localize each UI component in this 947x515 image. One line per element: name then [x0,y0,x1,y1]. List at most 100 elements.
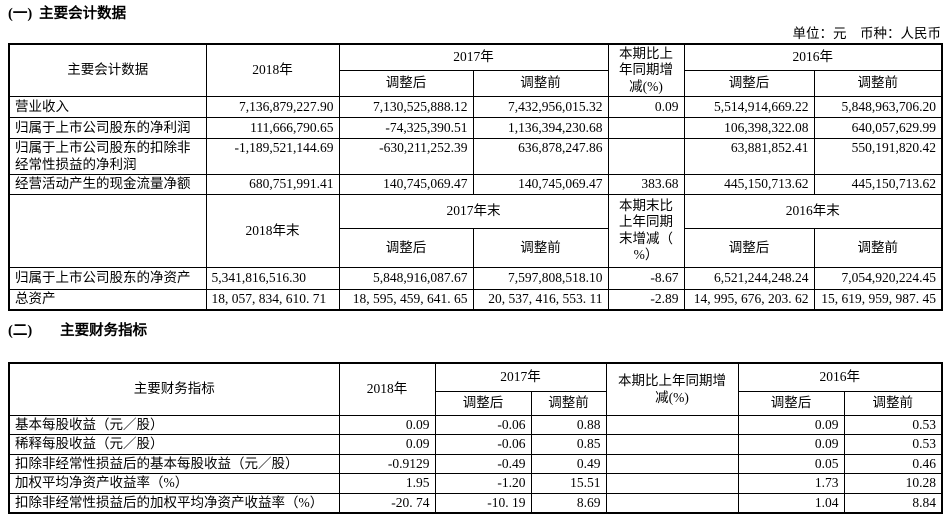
cell-2017-adjusted: -74,325,390.51 [338,117,474,140]
cell-2016-pre-adjust: 7,054,920,224.45 [813,266,943,290]
cell-2017-pre-adjust: 0.85 [530,434,607,455]
cell-2017-pre-adjust: 636,878,247.86 [472,138,609,176]
col-header-2018: 2018年 [205,43,340,98]
cell-2017-pre-adjust: 20, 537, 416, 553. 11 [472,288,609,311]
row-label: 归属于上市公司股东的净利润 [8,117,207,140]
row-label: 扣除非经常性损益后的加权平均净资产收益率（%） [8,492,340,514]
cell-2017-adjusted: -0.06 [434,434,532,455]
cell-2016-pre-adjust: 5,848,963,706.20 [813,96,943,119]
table-row: 扣除非经常性损益后的加权平均净资产收益率（%） -20. 74 -10. 19 … [8,492,943,514]
table-row: 经营活动产生的现金流量净额 680,751,991.41 140,745,069… [8,174,943,195]
cell-2016-pre-adjust: 0.53 [843,414,943,436]
cell-change [605,414,739,436]
cell-2017-adjusted: -0.06 [434,414,532,436]
row-label: 基本每股收益（元／股） [8,414,340,436]
table1-header-row-2: 调整后 调整前 调整后 调整前 [9,69,943,98]
cell-2017-pre-adjust: 140,745,069.47 [472,174,609,195]
col-header-label: 主要会计数据 [8,43,207,98]
section-1-title-text: 主要会计数据 [39,6,127,22]
col-header-2018-end: 2018年末 [205,193,340,268]
table-row: 基本每股收益（元／股） 0.09 -0.06 0.88 0.09 0.53 [8,414,943,436]
col-header-2016-adjusted: 调整后 [683,69,815,98]
row-label: 加权平均净资产收益率（%） [8,473,340,494]
cell-2016-adjusted: 0.09 [737,414,845,436]
cell-2016-pre-adjust: 8.84 [843,492,943,514]
cell-2018: 5,341,816,516.30 [205,266,340,290]
cell-2018: 111,666,790.65 [205,117,340,140]
cell-2016-adjusted: 5,514,914,669.22 [683,96,815,119]
cell-2017-adjusted: 140,745,069.47 [338,174,474,195]
table1-header-row-1: 主要会计数据 2018年 2017年 本期比上 年同期增 减(%) 2016年 [8,43,943,98]
col-header-change: 本期比上 年同期增 减(%) [607,43,685,98]
table-row: 归属于上市公司股东的净利润 111,666,790.65 -74,325,390… [8,117,943,140]
cell-change: -8.67 [607,266,685,290]
col-header-change-end: 本期末比 上年同期 末增减（ %） [607,193,685,268]
col-header-2017: 2017年 [338,43,609,71]
row-label: 经营活动产生的现金流量净额 [8,174,207,195]
cell-2018: 18, 057, 834, 610. 71 [205,288,340,311]
row-label: 扣除非经常性损益后的基本每股收益（元／股） [8,453,340,475]
cell-2017-pre-adjust: 0.49 [530,453,607,475]
cell-2017-adjusted: 7,130,525,888.12 [338,96,474,119]
cell-2016-adjusted: 106,398,322.08 [683,117,815,140]
col-header-2016: 2016年 [683,43,943,71]
table-row: 扣除非经常性损益后的基本每股收益（元／股） -0.9129 -0.49 0.49… [8,453,943,475]
col-header-2017: 2017年 [434,362,607,392]
cell-2017-adjusted: 5,848,916,087.67 [338,266,474,290]
cell-change [605,453,739,475]
table1-header2-row-2: 调整后 调整前 调整后 调整前 [9,227,943,268]
cell-2017-adjusted: -630,211,252.39 [338,138,474,176]
row-label: 营业收入 [8,96,207,119]
col-header-2017-pre-adjust: 调整前 [472,69,609,98]
cell-2016-adjusted: 1.73 [737,473,845,494]
col-header-2016-pre-adjust: 调整前 [813,69,943,98]
cell-change [605,434,739,455]
table-row: 稀释每股收益（元／股） 0.09 -0.06 0.85 0.09 0.53 [8,434,943,455]
table2-header-row-1: 主要财务指标 2018年 2017年 本期比上年同期增 减(%) 2016年 [8,362,943,416]
row-label: 总资产 [8,288,207,311]
section-1-number: (一) [8,6,33,22]
col-header-2016-pre-adjust: 调整前 [813,227,943,268]
financial-indicators-table: 主要财务指标 2018年 2017年 本期比上年同期增 减(%) 2016年 调… [8,362,943,515]
section-title-1: (一) 主要会计数据 [8,6,941,23]
report-page: (一) 主要会计数据 单位：元 币种：人民币 主要会计数据 2018年 2017年… [0,6,947,515]
cell-2018: 1.95 [338,473,436,494]
col-header-2017-pre-adjust: 调整前 [530,390,607,416]
cell-change [605,473,739,494]
cell-change: 383.68 [607,174,685,195]
cell-2018: 7,136,879,227.90 [205,96,340,119]
col-header-2017-adjusted: 调整后 [434,390,532,416]
cell-2016-pre-adjust: 10.28 [843,473,943,494]
cell-2017-adjusted: -1.20 [434,473,532,494]
cell-2017-pre-adjust: 7,597,808,518.10 [472,266,609,290]
col-header-2017-pre-adjust: 调整前 [472,227,609,268]
cell-2016-pre-adjust: 550,191,820.42 [813,138,943,176]
cell-2018: 0.09 [338,414,436,436]
cell-2018: 680,751,991.41 [205,174,340,195]
col-header-2016: 2016年 [737,362,943,392]
cell-2016-pre-adjust: 640,057,629.99 [813,117,943,140]
col-header-2018: 2018年 [338,362,436,416]
cell-2016-pre-adjust: 445,150,713.62 [813,174,943,195]
cell-2017-adjusted: -0.49 [434,453,532,475]
table2-header-row-2: 调整后 调整前 调整后 调整前 [9,390,943,416]
col-header-2017-end: 2017年末 [338,193,609,229]
row-label: 归属于上市公司股东的净资产 [8,266,207,290]
row-label: 归属于上市公司股东的扣除非 经常性损益的净利润 [8,138,207,176]
cell-2016-adjusted: 63,881,852.41 [683,138,815,176]
cell-change [607,138,685,176]
table-row: 归属于上市公司股东的净资产 5,341,816,516.30 5,848,916… [8,266,943,290]
cell-change [605,492,739,514]
table-row: 总资产 18, 057, 834, 610. 71 18, 595, 459, … [8,288,943,311]
cell-change: 0.09 [607,96,685,119]
cell-2016-pre-adjust: 0.53 [843,434,943,455]
row-label: 稀释每股收益（元／股） [8,434,340,455]
table-row: 归属于上市公司股东的扣除非 经常性损益的净利润 -1,189,521,144.6… [8,138,943,176]
col-header-2016-end: 2016年末 [683,193,943,229]
table-row: 加权平均净资产收益率（%） 1.95 -1.20 15.51 1.73 10.2… [8,473,943,494]
cell-2017-pre-adjust: 1,136,394,230.68 [472,117,609,140]
col-header-label-empty [8,193,207,268]
col-header-2017-adjusted: 调整后 [338,227,474,268]
section-2-number: (二) [8,323,33,340]
unit-currency-note: 单位：元 币种：人民币 [792,26,942,41]
